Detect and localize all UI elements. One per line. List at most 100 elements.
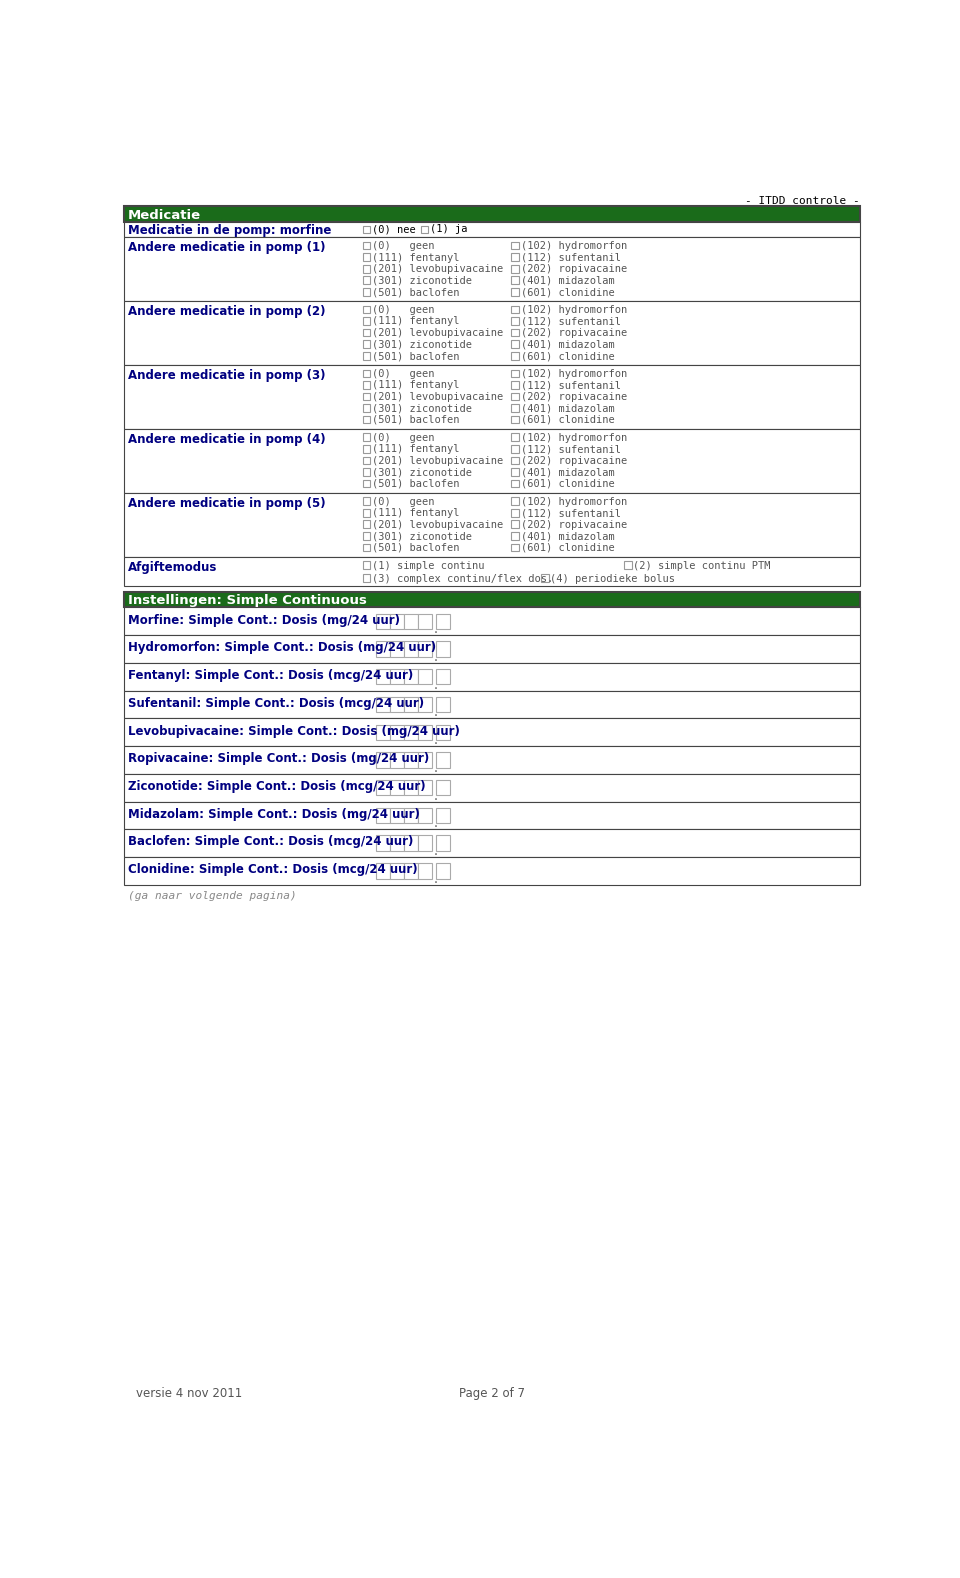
Bar	[363, 404, 371, 412]
Bar	[512, 317, 519, 325]
Bar	[375, 641, 390, 656]
Bar	[363, 287, 371, 295]
Bar	[390, 669, 403, 685]
Bar	[363, 317, 371, 325]
Bar	[124, 492, 860, 557]
Text: .: .	[432, 819, 438, 828]
Bar	[418, 697, 432, 712]
Bar	[363, 456, 371, 464]
Text: (201) levobupivacaine: (201) levobupivacaine	[372, 328, 503, 338]
Bar	[390, 614, 403, 630]
Bar	[124, 608, 860, 636]
Bar	[512, 393, 519, 401]
Text: (1) simple continu: (1) simple continu	[372, 560, 485, 571]
Bar	[403, 863, 418, 879]
Text: - ITDD controle -: - ITDD controle -	[745, 196, 860, 205]
Text: (601) clonidine: (601) clonidine	[520, 543, 614, 552]
Text: (111) fentanyl: (111) fentanyl	[372, 508, 460, 518]
Text: (201) levobupivacaine: (201) levobupivacaine	[372, 456, 503, 466]
Bar	[390, 724, 403, 740]
Bar	[436, 753, 450, 767]
Text: .: .	[432, 847, 438, 857]
Bar	[512, 287, 519, 295]
Bar	[418, 614, 432, 630]
Text: .: .	[432, 709, 438, 718]
Bar	[512, 480, 519, 488]
Bar	[375, 863, 390, 879]
Bar	[363, 510, 371, 516]
Text: (401) midazolam: (401) midazolam	[520, 276, 614, 286]
Bar	[124, 663, 860, 691]
Bar	[512, 510, 519, 516]
Bar	[512, 469, 519, 477]
Text: (501) baclofen: (501) baclofen	[372, 415, 460, 424]
Bar	[363, 393, 371, 401]
Text: (102) hydromorfon: (102) hydromorfon	[520, 369, 627, 379]
Text: .: .	[432, 653, 438, 663]
Bar	[512, 543, 519, 551]
Bar	[512, 456, 519, 464]
Text: (0)   geen: (0) geen	[372, 241, 434, 251]
Text: (501) baclofen: (501) baclofen	[372, 543, 460, 552]
Bar	[375, 780, 390, 795]
Text: (401) midazolam: (401) midazolam	[520, 532, 614, 541]
Text: (1) ja: (1) ja	[430, 224, 468, 234]
Bar	[512, 276, 519, 284]
Bar	[436, 863, 450, 879]
Text: Page 2 of 7: Page 2 of 7	[459, 1387, 525, 1400]
Bar	[363, 341, 371, 349]
Bar	[403, 669, 418, 685]
Bar	[512, 341, 519, 349]
Bar	[363, 434, 371, 442]
Text: (0)   geen: (0) geen	[372, 369, 434, 379]
Bar	[390, 697, 403, 712]
Text: (202) ropivacaine: (202) ropivacaine	[520, 519, 627, 530]
Text: Sufentanil: Simple Cont.: Dosis (mcg/24 uur): Sufentanil: Simple Cont.: Dosis (mcg/24 …	[128, 697, 424, 710]
Bar	[124, 365, 860, 429]
Text: Medicatie: Medicatie	[128, 208, 201, 221]
Text: (111) fentanyl: (111) fentanyl	[372, 252, 460, 262]
Text: (111) fentanyl: (111) fentanyl	[372, 317, 460, 327]
Bar	[124, 718, 860, 746]
Bar	[512, 254, 519, 260]
Bar	[418, 724, 432, 740]
Text: Andere medicatie in pomp (1): Andere medicatie in pomp (1)	[128, 241, 325, 254]
Bar	[390, 808, 403, 824]
Text: Levobupivacaine: Simple Cont.: Dosis (mg/24 uur): Levobupivacaine: Simple Cont.: Dosis (mg…	[128, 724, 460, 737]
Bar	[124, 691, 860, 718]
Text: (301) ziconotide: (301) ziconotide	[372, 339, 472, 349]
Bar	[375, 697, 390, 712]
Text: Midazolam: Simple Cont.: Dosis (mg/24 uur): Midazolam: Simple Cont.: Dosis (mg/24 uu…	[128, 808, 420, 821]
Bar	[540, 574, 548, 582]
Bar	[436, 641, 450, 656]
Text: (401) midazolam: (401) midazolam	[520, 404, 614, 413]
Text: .: .	[432, 680, 438, 691]
Bar	[512, 404, 519, 412]
Text: (501) baclofen: (501) baclofen	[372, 350, 460, 361]
Text: (112) sufentanil: (112) sufentanil	[520, 252, 621, 262]
Text: (601) clonidine: (601) clonidine	[520, 415, 614, 424]
Bar	[363, 562, 371, 570]
Text: (102) hydromorfon: (102) hydromorfon	[520, 497, 627, 507]
Bar	[124, 207, 860, 221]
Bar	[418, 863, 432, 879]
Text: versie 4 nov 2011: versie 4 nov 2011	[135, 1387, 242, 1400]
Bar	[363, 276, 371, 284]
Text: Morfine: Simple Cont.: Dosis (mg/24 uur): Morfine: Simple Cont.: Dosis (mg/24 uur)	[128, 614, 399, 626]
Bar	[363, 254, 371, 260]
Bar	[418, 835, 432, 851]
Text: Ziconotide: Simple Cont.: Dosis (mcg/24 uur): Ziconotide: Simple Cont.: Dosis (mcg/24 …	[128, 780, 425, 794]
Text: (401) midazolam: (401) midazolam	[520, 339, 614, 349]
Bar	[418, 808, 432, 824]
Bar	[363, 265, 371, 273]
Bar	[512, 352, 519, 360]
Text: (202) ropivacaine: (202) ropivacaine	[520, 456, 627, 466]
Text: Ropivacaine: Simple Cont.: Dosis (mg/24 uur): Ropivacaine: Simple Cont.: Dosis (mg/24 …	[128, 753, 429, 765]
Text: Afgiftemodus: Afgiftemodus	[128, 560, 217, 573]
Text: Andere medicatie in pomp (4): Andere medicatie in pomp (4)	[128, 432, 325, 445]
Bar	[363, 328, 371, 336]
Bar	[512, 497, 519, 505]
Text: Andere medicatie in pomp (5): Andere medicatie in pomp (5)	[128, 497, 325, 510]
Bar	[436, 724, 450, 740]
Bar	[124, 221, 860, 237]
